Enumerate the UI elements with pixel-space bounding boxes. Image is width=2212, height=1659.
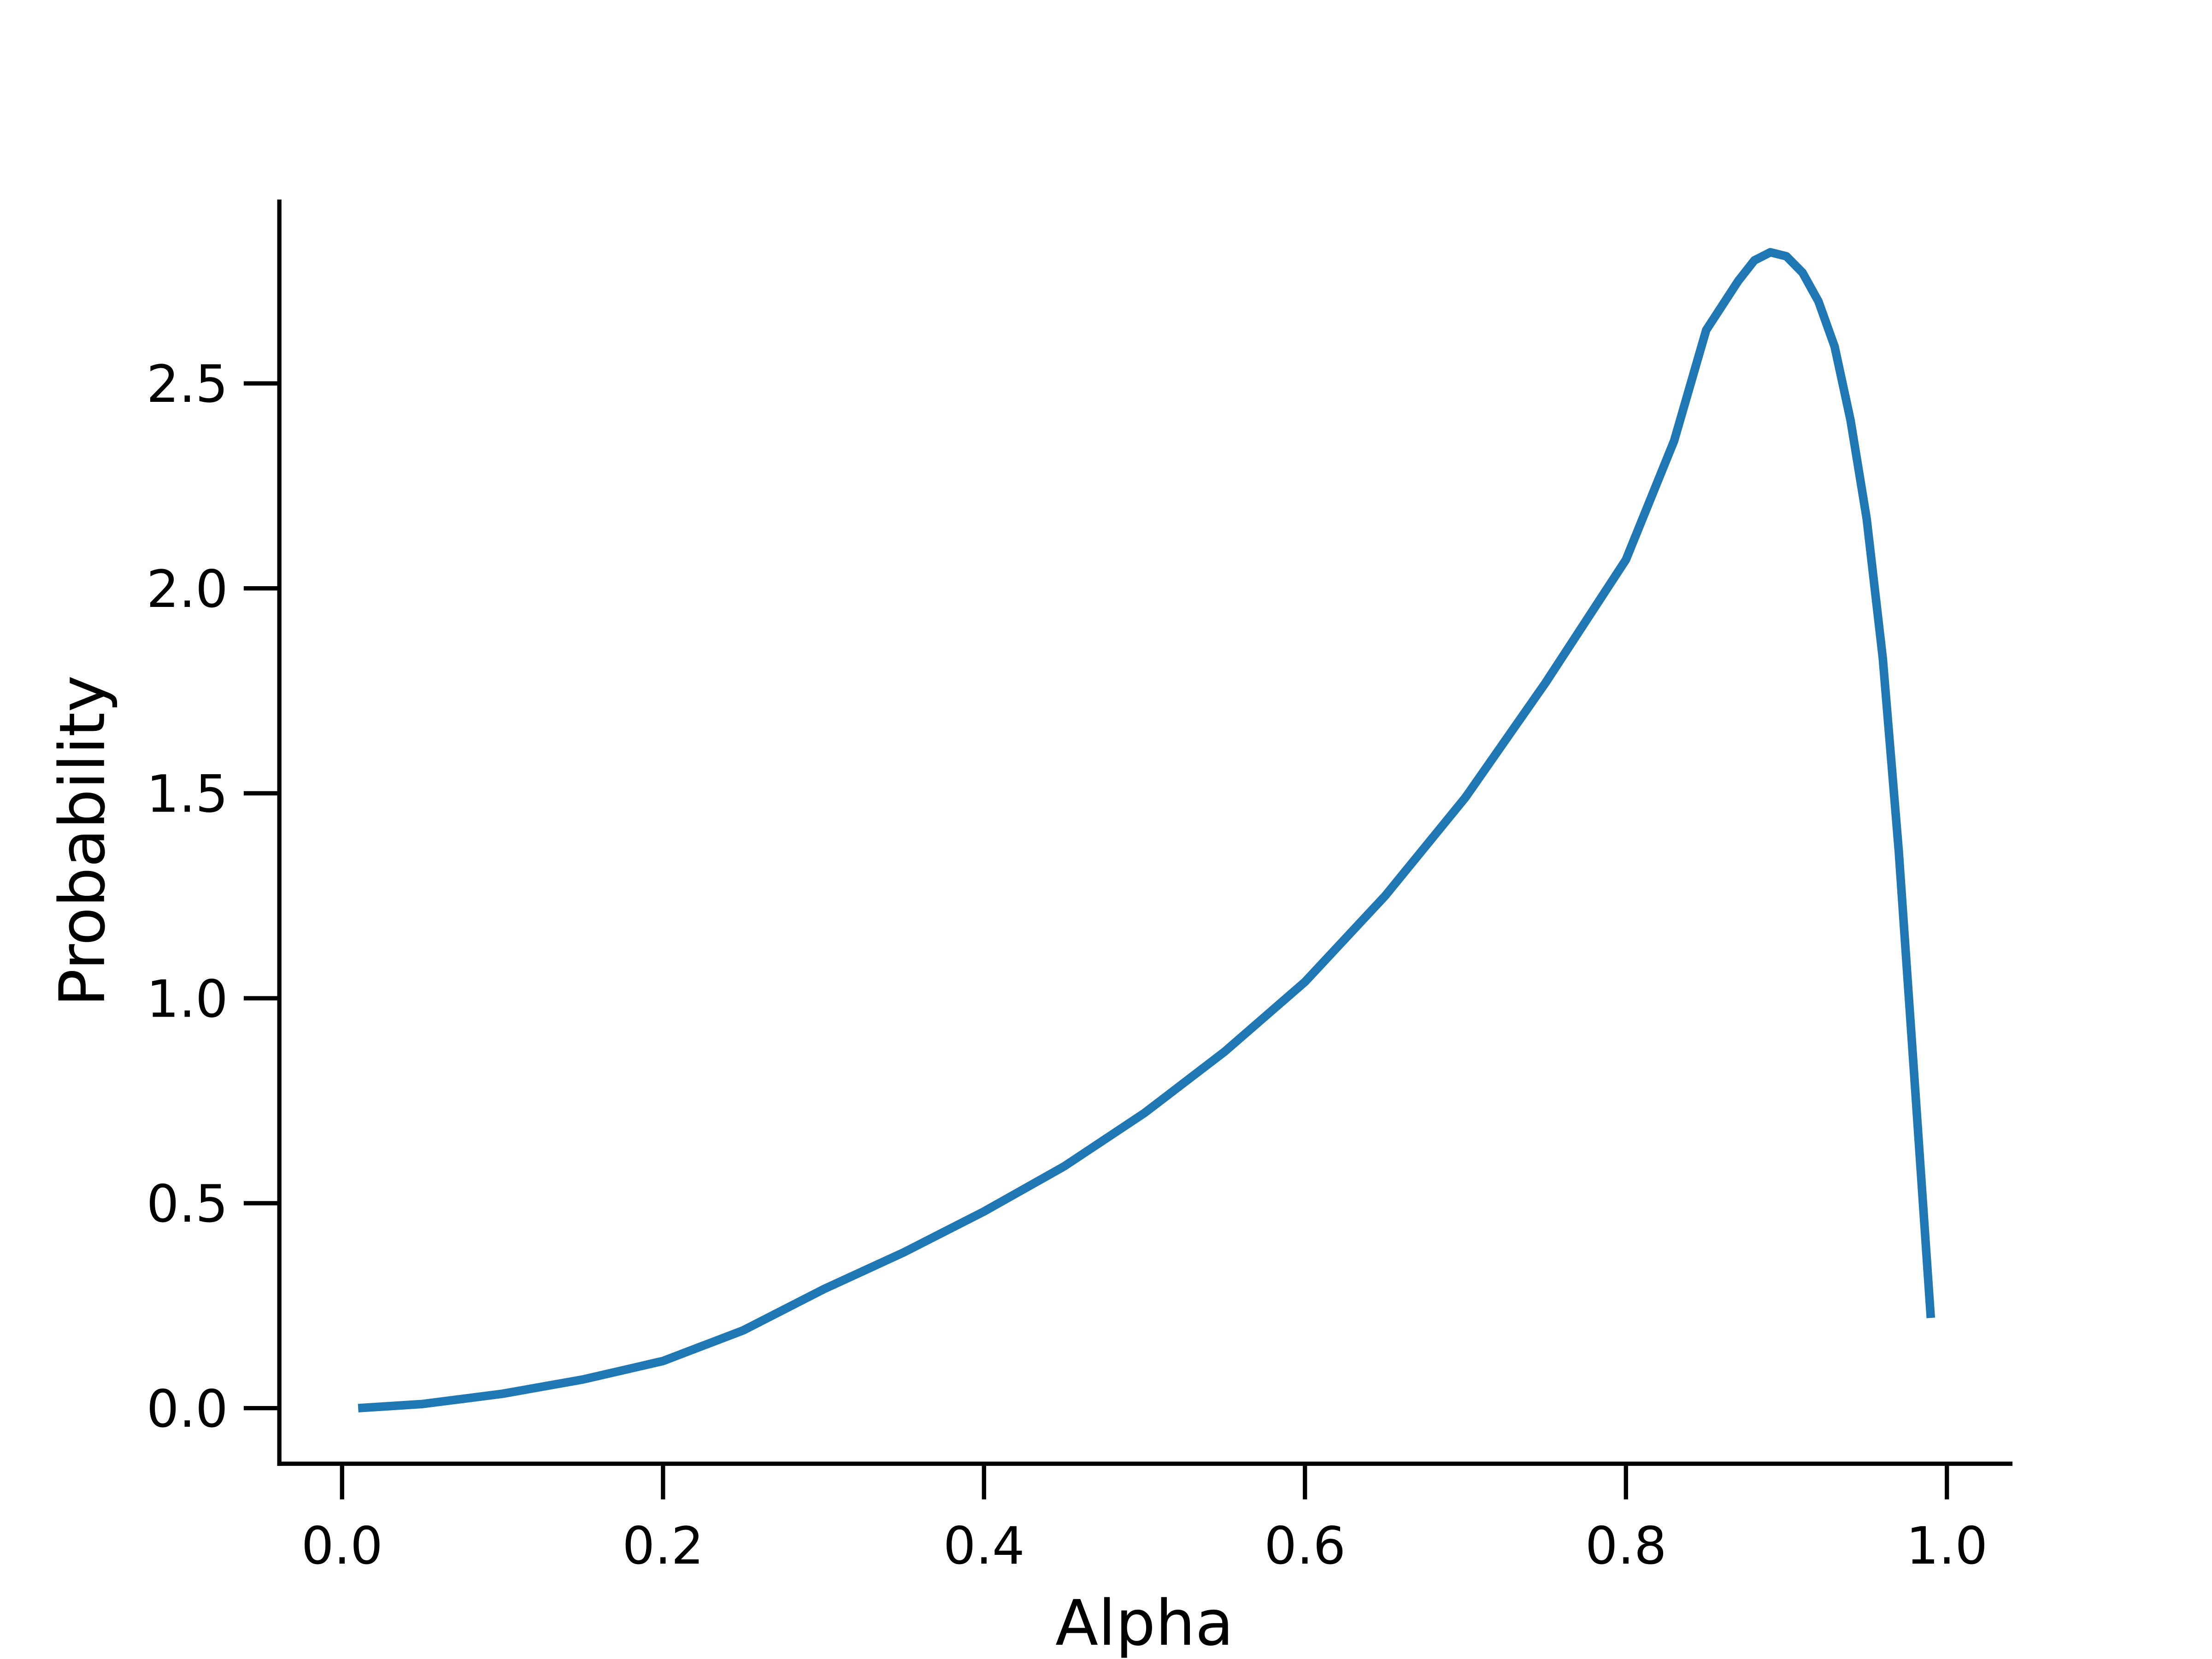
y-tick-label: 0.5	[147, 1175, 228, 1234]
y-tick-label: 1.5	[147, 765, 228, 824]
y-tick-label: 0.0	[147, 1380, 228, 1439]
x-tick-label: 0.8	[1585, 1517, 1667, 1576]
y-tick-label: 2.5	[147, 355, 228, 414]
x-ticks: 0.0 0.2 0.4 0.6 0.8 1.0	[301, 1464, 1988, 1576]
x-tick-label: 1.0	[1906, 1517, 1988, 1576]
y-ticks: 0.0 0.5 1.0 1.5 2.0 2.5	[147, 355, 280, 1439]
x-tick-label: 0.4	[943, 1517, 1025, 1576]
x-tick-label: 0.2	[622, 1517, 704, 1576]
series-line	[358, 248, 1936, 1412]
y-tick-label: 2.0	[147, 560, 228, 619]
y-tick-label: 1.0	[147, 970, 228, 1029]
x-axis-label: Alpha	[1055, 1587, 1234, 1659]
plot-area	[358, 248, 1936, 1412]
x-tick-label: 0.0	[301, 1517, 383, 1576]
x-tick-label: 0.6	[1264, 1517, 1346, 1576]
y-axis-label: Probability	[47, 675, 119, 1006]
